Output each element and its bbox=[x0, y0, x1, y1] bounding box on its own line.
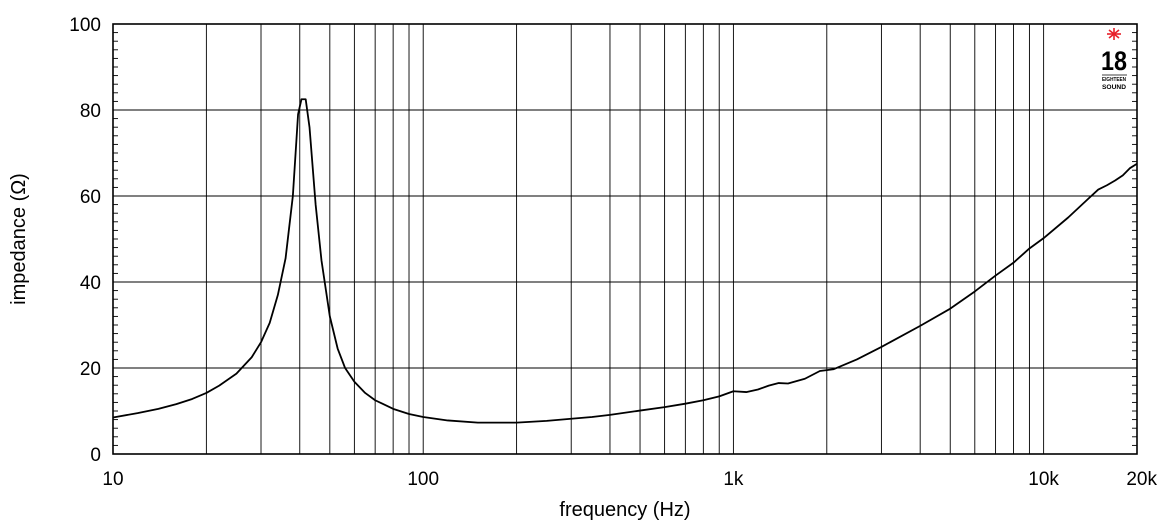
y-tick-labels: 0 20 40 60 80 100 bbox=[69, 15, 101, 466]
logo-number: 18 bbox=[1101, 46, 1127, 76]
y-tick-label: 20 bbox=[80, 359, 101, 380]
x-tick-label: 10k bbox=[1028, 469, 1059, 490]
x-tick-label: 10 bbox=[102, 469, 123, 490]
x-tick-labels: 10 100 1k 10k 20k bbox=[102, 469, 1157, 490]
y-tick-label: 80 bbox=[80, 101, 101, 122]
impedance-curve bbox=[112, 98, 1138, 424]
y-tick-label: 0 bbox=[90, 445, 101, 466]
logo-line2: SOUND bbox=[1102, 84, 1126, 91]
plot-frame bbox=[112, 23, 1138, 455]
x-axis-title: frequency (Hz) bbox=[559, 499, 690, 521]
grid-lines bbox=[113, 24, 1137, 454]
logo-line1: EIGHTEEN bbox=[1102, 77, 1126, 83]
minor-ticks bbox=[113, 32, 1137, 446]
y-axis-title: impedance (Ω) bbox=[8, 173, 30, 305]
x-tick-label: 20k bbox=[1126, 469, 1157, 490]
x-tick-label: 1k bbox=[723, 469, 744, 490]
y-tick-label: 60 bbox=[80, 187, 101, 208]
eighteen-sound-logo: 18 EIGHTEEN SOUND bbox=[1101, 28, 1127, 91]
star-icon bbox=[1107, 28, 1121, 40]
y-tick-label: 40 bbox=[80, 273, 101, 294]
x-tick-label: 100 bbox=[407, 469, 439, 490]
y-tick-label: 100 bbox=[69, 15, 101, 36]
